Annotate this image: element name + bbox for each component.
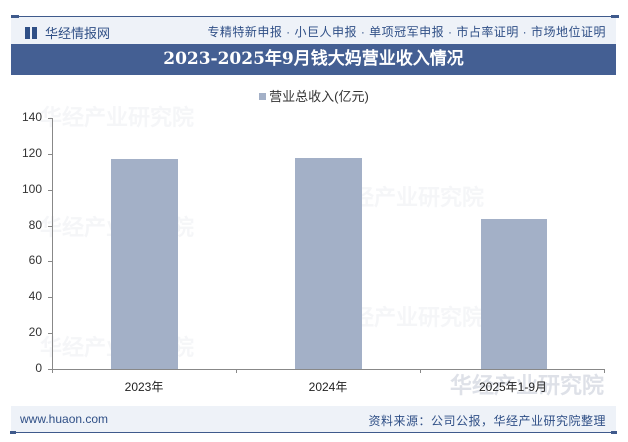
y-tick: 140 (21, 110, 42, 124)
y-tick: 40 (28, 289, 42, 303)
bar-2024 (295, 158, 362, 369)
y-tick: 0 (35, 361, 42, 375)
chart-title: 2023-2025年9月钱大妈营业收入情况 (11, 44, 616, 75)
legend-label: 营业总收入(亿元) (269, 89, 369, 104)
services-text: 专精特新申报 · 小巨人申报 · 单项冠军申报 · 市占率证明 · 市场地位证明 (207, 25, 606, 39)
y-tick: 20 (28, 325, 42, 339)
bar-2025-jan-sep (481, 219, 547, 369)
x-axis (52, 369, 605, 370)
brand-logo-icon (25, 26, 37, 39)
source-note: 资料来源：公司公报，华经产业研究院整理 (368, 414, 606, 428)
brand[interactable]: 华经情报网 (25, 23, 110, 42)
site-link[interactable]: www.huaon.com (20, 412, 109, 426)
y-tick: 100 (21, 182, 42, 196)
bar-2023 (111, 159, 178, 369)
y-tick: 120 (21, 146, 42, 160)
x-label: 2023年 (124, 380, 164, 394)
legend-swatch (259, 93, 267, 100)
y-axis (52, 118, 53, 369)
x-label: 2024年 (308, 380, 348, 394)
brand-name: 华经情报网 (45, 26, 111, 41)
y-tick: 80 (28, 218, 42, 232)
footer: www.huaon.com 资料来源：公司公报，华经产业研究院整理 (10, 406, 617, 434)
x-label: 2025年1-9月 (478, 380, 548, 394)
y-tick: 60 (28, 253, 42, 267)
legend: 营业总收入(亿元) (0, 86, 628, 105)
top-banner: 华经情报网 专精特新申报 · 小巨人申报 · 单项冠军申报 · 市占率证明 · … (11, 15, 619, 45)
